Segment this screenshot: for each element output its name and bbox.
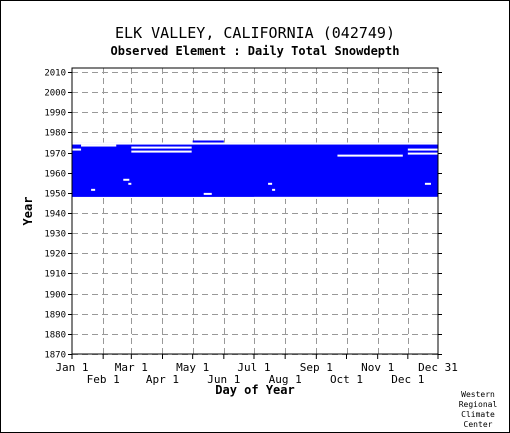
x-axis-label: Day of Year (215, 383, 294, 397)
data-marks (72, 140, 438, 199)
missing-data-gap (72, 142, 438, 145)
x-tick-label: Jan 1 (55, 361, 88, 374)
chart-title: ELK VALLEY, CALIFORNIA (042749) (115, 24, 395, 42)
y-tick-label: 1950 (44, 190, 66, 200)
y-tick-label: 1960 (44, 170, 66, 180)
missing-data-gap (123, 178, 130, 181)
y-tick-label: 2010 (44, 69, 66, 79)
y-tick-label: 1940 (44, 210, 66, 220)
missing-data-gap (203, 192, 212, 195)
credit-line-3: Climate (461, 410, 495, 419)
y-axis: 1870 1880 1890 1900 1910 1920 1930 1940 1950 1960… (44, 69, 442, 361)
missing-data-gap (407, 148, 438, 151)
x-tick-label: Apr 1 (146, 373, 179, 386)
y-tick-label: 1890 (44, 311, 66, 321)
x-tick-label: Aug 1 (269, 373, 302, 386)
y-tick-label: 1970 (44, 150, 66, 160)
missing-data-gap (131, 150, 192, 153)
y-tick-label: 1990 (44, 109, 66, 119)
credit-line-2: Regional (458, 400, 498, 409)
chart-subtitle: Observed Element : Daily Total Snowdepth (110, 44, 400, 58)
x-tick-label: Nov 1 (361, 361, 394, 374)
missing-data-gap (268, 182, 273, 185)
y-tick-label: 1900 (44, 291, 66, 301)
y-tick-label: 1920 (44, 250, 66, 260)
missing-data-gap (253, 196, 438, 199)
y-tick-label: 1980 (44, 129, 66, 139)
data-block (72, 144, 438, 197)
x-tick-label: Oct 1 (330, 373, 363, 386)
missing-data-gap (131, 142, 193, 145)
missing-data-gap (337, 154, 403, 157)
x-tick-label: May 1 (176, 361, 209, 374)
missing-data-gap (407, 152, 438, 155)
missing-data-gap (72, 148, 82, 151)
y-tick-label: 1880 (44, 331, 66, 341)
plot-border (71, 67, 439, 355)
x-tick-label: Jul 1 (237, 361, 270, 374)
missing-data-gap (81, 144, 117, 147)
missing-data-gap (91, 188, 96, 191)
y-tick-label: 1870 (44, 351, 66, 361)
x-tick-label: Dec 31 (418, 361, 458, 374)
missing-data-gap (424, 182, 431, 185)
x-tick-label: Jun 1 (207, 373, 240, 386)
missing-data-gap (128, 182, 132, 185)
missing-data-gap (272, 188, 276, 191)
x-tick-label: Feb 1 (87, 373, 120, 386)
y-tick-label: 2000 (44, 89, 66, 99)
y-tick-label: 1910 (44, 270, 66, 280)
x-axis: Jan 1 Mar 1 May 1 Jul 1 Sep 1 Nov 1 Dec 31 Feb … (55, 354, 458, 386)
credit-line-4: Center (463, 420, 493, 429)
credit-line-1: Western (461, 390, 495, 399)
x-tick-label: Dec 1 (391, 373, 424, 386)
data-block (192, 140, 224, 143)
x-tick-label: Mar 1 (115, 361, 148, 374)
y-tick-label: 1930 (44, 230, 66, 240)
y-axis-label: Year (21, 197, 35, 226)
missing-data-gap (131, 146, 192, 149)
x-tick-label: Sep 1 (300, 361, 333, 374)
